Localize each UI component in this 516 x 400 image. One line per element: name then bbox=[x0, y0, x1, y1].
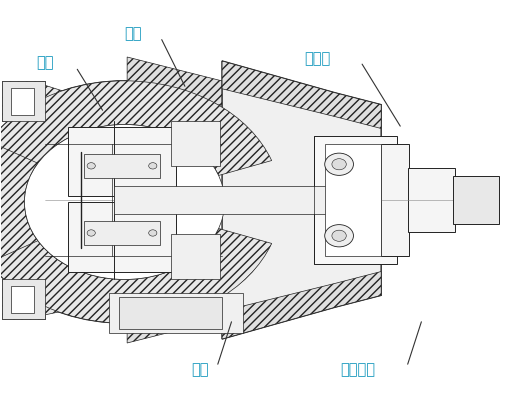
Bar bbox=[325, 144, 381, 256]
Circle shape bbox=[24, 124, 224, 280]
Wedge shape bbox=[0, 142, 38, 262]
Bar bbox=[11, 88, 34, 114]
Text: 缸体: 缸体 bbox=[36, 56, 54, 70]
Polygon shape bbox=[384, 147, 406, 196]
Polygon shape bbox=[127, 274, 237, 343]
Bar bbox=[68, 202, 176, 272]
Polygon shape bbox=[197, 256, 232, 280]
Polygon shape bbox=[43, 85, 81, 152]
Polygon shape bbox=[222, 61, 381, 339]
Bar bbox=[3, 280, 45, 319]
Circle shape bbox=[325, 153, 353, 175]
Text: 输出轴: 输出轴 bbox=[304, 52, 330, 66]
Text: 轴承: 轴承 bbox=[191, 362, 209, 378]
Bar bbox=[115, 186, 335, 214]
Text: 柱塞: 柱塞 bbox=[124, 26, 142, 42]
Bar bbox=[68, 126, 176, 196]
Text: 唇型轴封: 唇型轴封 bbox=[340, 362, 375, 378]
Circle shape bbox=[149, 230, 157, 236]
Bar bbox=[3, 81, 45, 120]
Bar bbox=[171, 234, 219, 280]
Polygon shape bbox=[222, 272, 381, 339]
Bar bbox=[119, 297, 222, 329]
Circle shape bbox=[149, 163, 157, 169]
Bar bbox=[171, 120, 219, 166]
Polygon shape bbox=[222, 61, 381, 128]
Polygon shape bbox=[3, 81, 45, 120]
Polygon shape bbox=[127, 57, 237, 126]
Polygon shape bbox=[3, 280, 45, 319]
Polygon shape bbox=[207, 276, 243, 299]
Circle shape bbox=[87, 230, 95, 236]
Bar bbox=[84, 154, 160, 178]
Circle shape bbox=[0, 81, 281, 323]
Polygon shape bbox=[197, 120, 232, 144]
Wedge shape bbox=[0, 81, 271, 176]
Polygon shape bbox=[43, 248, 81, 315]
Bar bbox=[84, 221, 160, 245]
Bar bbox=[453, 176, 499, 224]
Circle shape bbox=[87, 163, 95, 169]
Bar bbox=[109, 293, 243, 333]
Bar bbox=[11, 286, 34, 313]
Bar bbox=[381, 144, 409, 256]
Polygon shape bbox=[328, 172, 371, 228]
Circle shape bbox=[332, 230, 346, 241]
Circle shape bbox=[325, 225, 353, 247]
Wedge shape bbox=[0, 228, 271, 323]
Bar bbox=[314, 136, 397, 264]
Polygon shape bbox=[384, 204, 406, 253]
Circle shape bbox=[332, 159, 346, 170]
Bar bbox=[408, 168, 455, 232]
Polygon shape bbox=[207, 101, 243, 124]
